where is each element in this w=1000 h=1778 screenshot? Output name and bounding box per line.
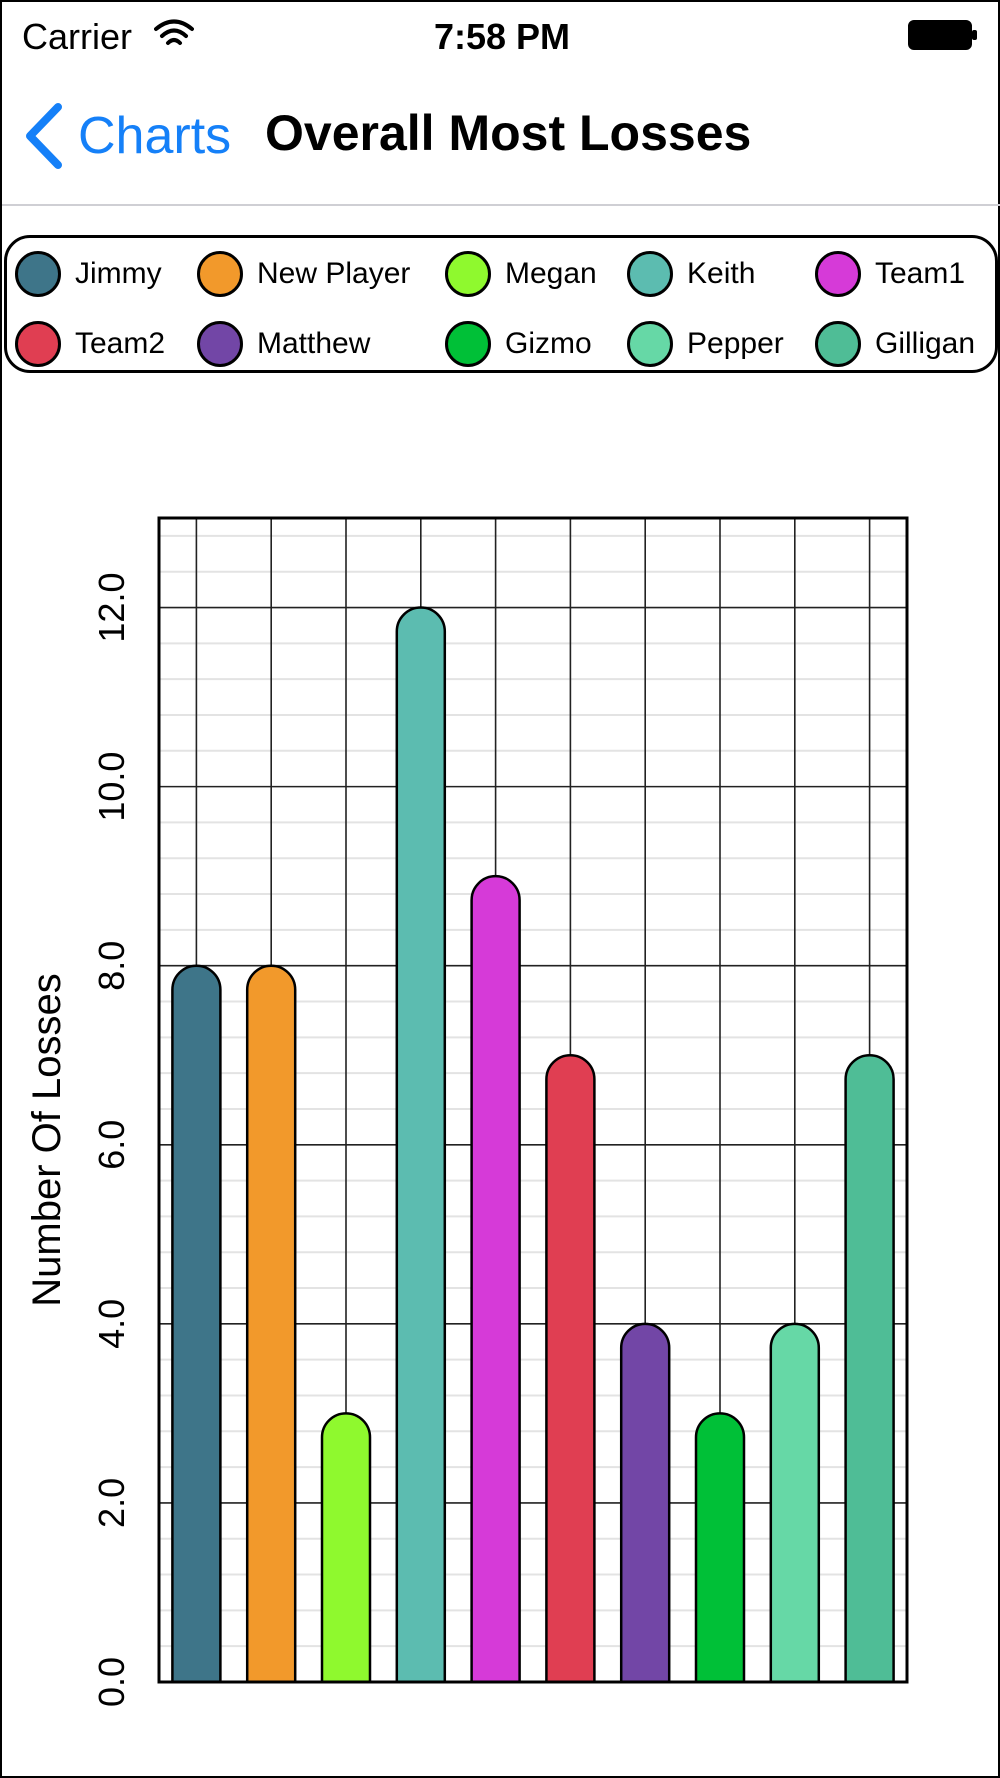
legend-label: Team1 bbox=[875, 257, 966, 290]
legend-label: Jimmy bbox=[75, 257, 162, 290]
legend-item: New Player bbox=[197, 244, 410, 304]
y-tick-label: 8.0 bbox=[91, 941, 132, 991]
y-tick-label: 10.0 bbox=[91, 752, 132, 822]
legend-swatch bbox=[15, 251, 61, 297]
bar-team2 bbox=[545, 1054, 596, 1684]
bar-matthew bbox=[619, 1322, 671, 1684]
wifi-icon bbox=[154, 19, 194, 45]
chart-legend: Jimmy New Player Megan Keith Team1 Team2 Matth… bbox=[4, 235, 998, 373]
legend-label: Team2 bbox=[75, 327, 166, 360]
bar-keith bbox=[395, 606, 447, 1684]
chevron-left-icon bbox=[26, 103, 62, 169]
legend-item: Gizmo bbox=[445, 314, 592, 374]
legend-swatch bbox=[815, 251, 861, 297]
y-tick-label: 0.0 bbox=[91, 1657, 132, 1707]
bar-team1 bbox=[470, 874, 521, 1684]
battery-icon bbox=[908, 20, 977, 50]
legend-swatch bbox=[815, 321, 861, 367]
bar-gizmo bbox=[694, 1412, 746, 1684]
carrier-label: Carrier bbox=[22, 16, 133, 57]
legend-label: New Player bbox=[257, 257, 411, 290]
legend-swatch bbox=[445, 321, 491, 367]
legend-item: Jimmy bbox=[15, 244, 162, 304]
back-button[interactable]: Charts bbox=[22, 98, 231, 174]
legend-label: Megan bbox=[505, 257, 597, 290]
navigation-bar: Charts Overall Most Losses bbox=[2, 68, 1000, 206]
legend-item: Gilligan bbox=[815, 314, 975, 374]
y-tick-label: 4.0 bbox=[91, 1299, 132, 1349]
bar-pepper bbox=[769, 1322, 821, 1684]
status-bar: Carrier 7:58 PM bbox=[2, 2, 1000, 68]
legend-item: Team1 bbox=[815, 244, 965, 304]
y-tick-label: 12.0 bbox=[91, 572, 132, 642]
plot-border bbox=[157, 516, 909, 1684]
legend-item: Keith bbox=[627, 244, 755, 304]
legend-label: Gizmo bbox=[505, 327, 592, 360]
bar-gilligan bbox=[844, 1054, 895, 1684]
legend-label: Gilligan bbox=[875, 327, 976, 360]
clock-time: 7:58 PM bbox=[433, 16, 571, 57]
y-tick-label: 2.0 bbox=[91, 1478, 132, 1528]
legend-item: Matthew bbox=[197, 314, 370, 374]
legend-swatch bbox=[627, 321, 673, 367]
legend-label: Matthew bbox=[257, 327, 371, 360]
legend-item: Pepper bbox=[627, 314, 784, 374]
page-title: Overall Most Losses bbox=[265, 105, 752, 161]
legend-swatch bbox=[445, 251, 491, 297]
bar-new-player bbox=[245, 964, 297, 1684]
y-axis-label: Number Of Losses bbox=[25, 973, 69, 1306]
legend-label: Pepper bbox=[687, 327, 784, 360]
legend-item: Megan bbox=[445, 244, 597, 304]
bar-megan bbox=[320, 1412, 372, 1684]
bar-chart: 0.0 2.0 4.0 6.0 8.0 10.0 12.0 Number Of Losses bbox=[25, 516, 909, 1707]
y-tick-label: 6.0 bbox=[91, 1120, 132, 1170]
legend-swatch bbox=[15, 321, 61, 367]
back-button-label: Charts bbox=[78, 107, 232, 165]
legend-swatch bbox=[197, 251, 243, 297]
bar-jimmy bbox=[171, 964, 222, 1684]
legend-swatch bbox=[197, 321, 243, 367]
legend-item: Team2 bbox=[15, 314, 165, 374]
legend-swatch bbox=[627, 251, 673, 297]
legend-label: Keith bbox=[687, 257, 756, 290]
